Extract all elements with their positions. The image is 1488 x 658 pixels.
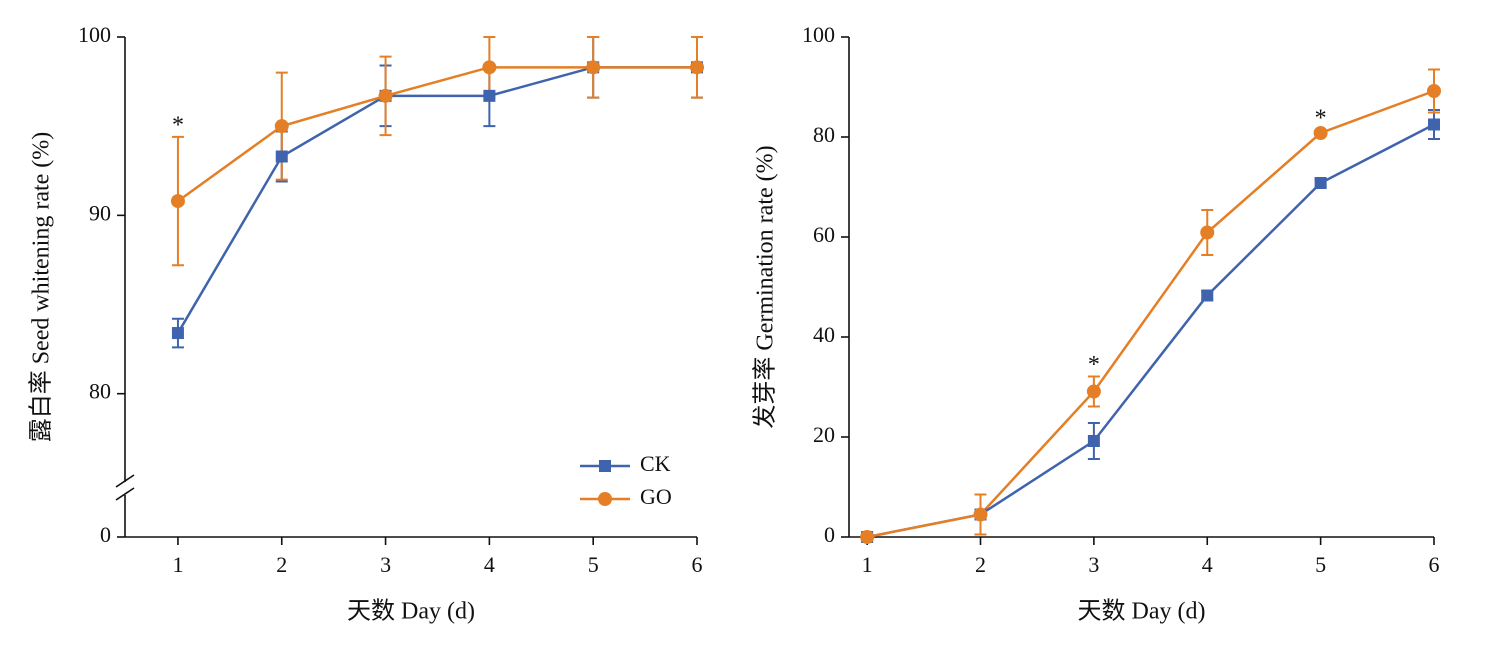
marker xyxy=(483,89,496,102)
marker xyxy=(378,88,393,103)
y-tick-label: 90 xyxy=(89,200,111,225)
x-axis-label: 天数 Day (d) xyxy=(1078,598,1206,625)
x-tick-label: 6 xyxy=(692,552,703,577)
marker xyxy=(1314,177,1327,189)
series-line xyxy=(176,66,697,334)
marker xyxy=(1201,289,1214,302)
annotation: * xyxy=(1088,352,1100,378)
marker xyxy=(170,194,185,209)
series-line xyxy=(177,66,697,203)
y-tick-label: 0 xyxy=(824,522,835,547)
x-tick-label: 4 xyxy=(484,552,495,577)
marker xyxy=(482,60,497,75)
marker xyxy=(973,507,988,522)
annotation: * xyxy=(1315,106,1327,132)
marker xyxy=(1313,126,1328,140)
legend-label: CK xyxy=(640,451,671,476)
annotation: * xyxy=(172,112,184,138)
y-tick-label: 20 xyxy=(813,422,835,447)
y-tick-label: 100 xyxy=(802,22,835,47)
x-tick-label: 4 xyxy=(1202,552,1213,577)
legend-label: GO xyxy=(640,484,672,509)
marker xyxy=(275,150,288,163)
series-line xyxy=(866,123,1435,539)
y-tick-label: 40 xyxy=(813,322,835,347)
x-tick-label: 5 xyxy=(1315,552,1326,577)
axis-break xyxy=(115,487,135,501)
legend-marker xyxy=(599,460,611,472)
x-tick-label: 3 xyxy=(380,552,391,577)
x-tick-label: 5 xyxy=(588,552,599,577)
panel: 0 80 90 100 1 2 3 4 5 6 天数 Day (d) 露白率 Seed whiteni… xyxy=(28,22,704,625)
marker xyxy=(1427,84,1441,98)
x-tick-label: 1 xyxy=(172,552,183,577)
marker xyxy=(274,119,289,134)
y-axis-label: 发芽率 Germination rate (%) xyxy=(752,145,779,428)
marker xyxy=(1200,225,1215,240)
x-tick-label: 1 xyxy=(862,552,873,577)
x-tick-label: 6 xyxy=(1429,552,1440,577)
marker xyxy=(690,60,704,75)
x-axis-label: 天数 Day (d) xyxy=(347,598,475,625)
marker xyxy=(171,327,184,340)
x-tick-label: 2 xyxy=(276,552,287,577)
y-tick-label: 60 xyxy=(813,222,835,247)
panel: 0 20 40 60 80 100 1 2 3 4 5 6 天数 Day (d) 发芽率 Germinat… xyxy=(752,22,1441,625)
marker xyxy=(1428,118,1440,131)
marker xyxy=(1086,384,1101,399)
y-tick-label: 100 xyxy=(78,22,111,47)
x-tick-label: 3 xyxy=(1088,552,1099,577)
y-tick-label: 80 xyxy=(89,379,111,404)
y-axis-label: 露白率 Seed whitening rate (%) xyxy=(28,132,55,443)
marker xyxy=(860,530,875,544)
axis-break xyxy=(115,474,135,488)
marker xyxy=(586,60,601,75)
legend-marker xyxy=(598,492,612,506)
x-tick-label: 2 xyxy=(975,552,986,577)
marker xyxy=(1087,435,1100,447)
y-tick-label: 0 xyxy=(100,522,111,547)
y-tick-label: 80 xyxy=(813,122,835,147)
series-line xyxy=(866,89,1435,539)
